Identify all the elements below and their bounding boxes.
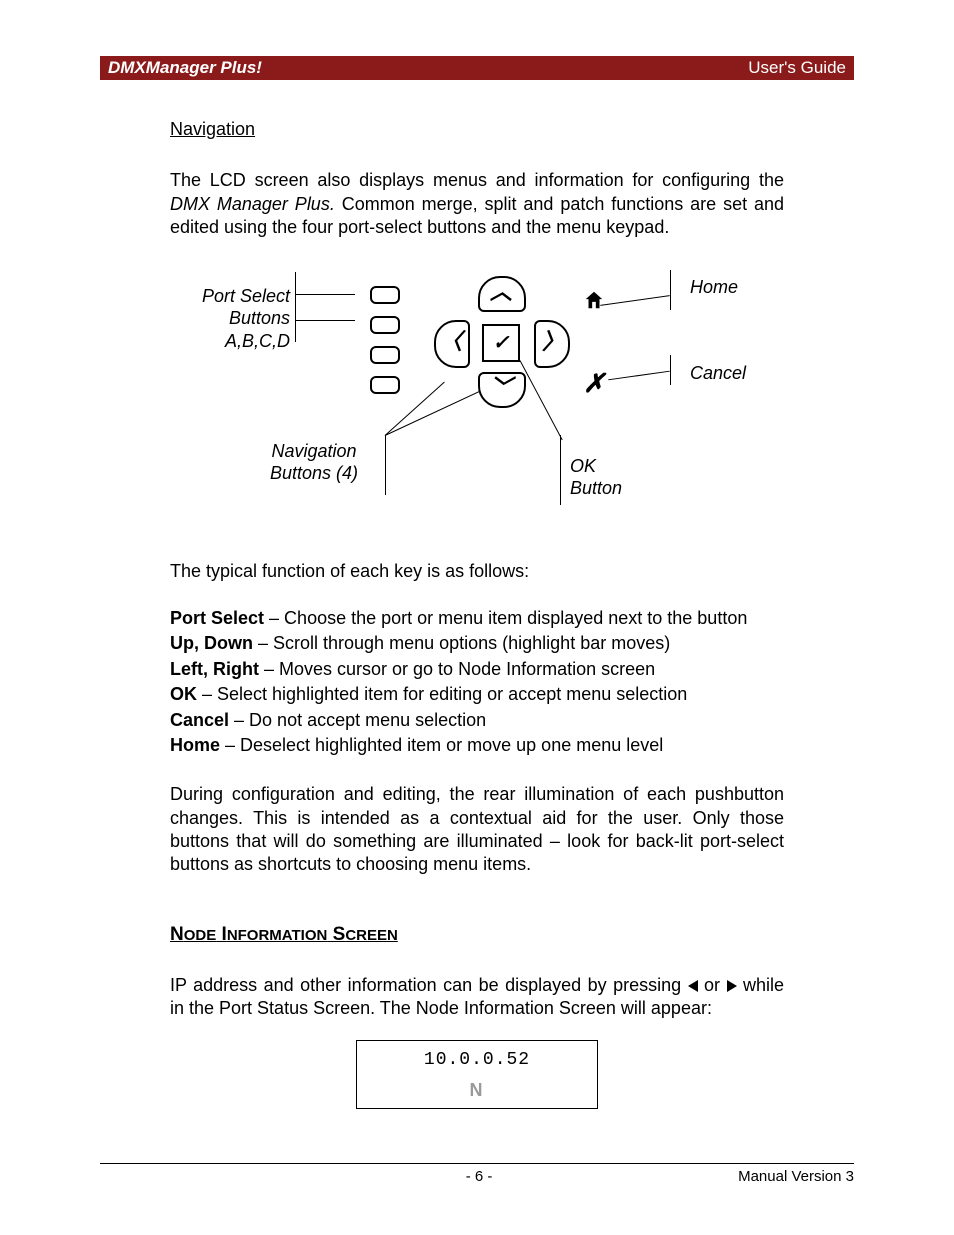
lcd-screen: 10.0.0.52 N — [356, 1040, 598, 1109]
chevron-up-icon: ︿ — [490, 278, 512, 307]
header-title-left: DMXManager Plus! — [108, 58, 262, 78]
key-desc: – Scroll through menu options (highlight… — [253, 633, 670, 653]
leader-line — [670, 270, 671, 310]
lcd-ip: 10.0.0.52 — [357, 1049, 597, 1072]
key-desc: – Choose the port or menu item displayed… — [264, 608, 747, 628]
chevron-down-icon: ﹀ — [490, 374, 512, 403]
key-desc: – Select highlighted item for editing or… — [197, 684, 687, 704]
node-info-heading: NODE INFORMATION SCREEN — [170, 923, 784, 948]
page: DMXManager Plus! User's Guide Navigation… — [0, 0, 954, 1235]
leader-line — [560, 435, 561, 505]
leader-line — [385, 435, 386, 495]
navigation-heading: Navigation — [170, 118, 784, 141]
ok-button-icon: ✓ — [482, 324, 520, 362]
header-bar: DMXManager Plus! User's Guide — [100, 56, 854, 80]
keys-intro: The typical function of each key is as f… — [170, 560, 784, 583]
home-icon — [580, 286, 608, 314]
key-list: Port Select – Choose the port or menu it… — [170, 607, 784, 757]
context-paragraph: During configuration and editing, the re… — [170, 783, 784, 877]
intro-pre: The LCD screen also displays menus and i… — [170, 170, 784, 190]
footer: - 6 - Manual Version 3 — [100, 1163, 854, 1185]
label-home: Home — [690, 276, 738, 299]
key-name: Home — [170, 735, 220, 755]
leader-line — [295, 320, 355, 321]
leader-line — [670, 355, 671, 385]
triangle-left-icon — [688, 980, 698, 992]
intro-paragraph: The LCD screen also displays menus and i… — [170, 169, 784, 239]
port-button-a — [370, 286, 400, 304]
key-row: Cancel – Do not accept menu selection — [170, 709, 784, 732]
key-name: Left, Right — [170, 659, 259, 679]
port-button-b — [370, 316, 400, 334]
key-name: OK — [170, 684, 197, 704]
key-name: Port Select — [170, 608, 264, 628]
chevron-left-icon: 〈 — [440, 328, 462, 357]
port-button-c — [370, 346, 400, 364]
keypad-diagram: Port Select Buttons A,B,C,D Home Cancel … — [170, 270, 784, 520]
key-desc: – Moves cursor or go to Node Information… — [259, 659, 655, 679]
key-row: Home – Deselect highlighted item or move… — [170, 734, 784, 757]
node-paragraph: IP address and other information can be … — [170, 974, 784, 1021]
key-name: Cancel — [170, 710, 229, 730]
key-desc: – Deselect highlighted item or move up o… — [220, 735, 663, 755]
label-cancel: Cancel — [690, 362, 746, 385]
port-button-d — [370, 376, 400, 394]
content: Navigation The LCD screen also displays … — [100, 118, 854, 1109]
keypad: ︿ ﹀ 〈 〉 ✓ ✗ — [430, 280, 630, 440]
header-title-right: User's Guide — [748, 58, 846, 78]
node-para-pre: IP address and other information can be … — [170, 975, 688, 995]
key-name: Up, Down — [170, 633, 253, 653]
manual-version: Manual Version 3 — [738, 1168, 854, 1185]
cancel-icon: ✗ — [580, 370, 608, 398]
chevron-right-icon: 〉 — [542, 328, 564, 357]
lcd-n: N — [357, 1079, 597, 1102]
label-ok: OK Button — [570, 455, 622, 500]
key-row: Port Select – Choose the port or menu it… — [170, 607, 784, 630]
label-port-select: Port Select Buttons A,B,C,D — [160, 285, 290, 353]
key-row: Up, Down – Scroll through menu options (… — [170, 632, 784, 655]
leader-line — [295, 294, 355, 295]
page-number: - 6 - — [220, 1168, 738, 1185]
label-nav-buttons: Navigation Buttons (4) — [270, 440, 358, 485]
key-row: OK – Select highlighted item for editing… — [170, 683, 784, 706]
leader-line — [295, 272, 296, 342]
intro-product: DMX Manager Plus. — [170, 194, 335, 214]
triangle-right-icon — [727, 980, 737, 992]
key-row: Left, Right – Moves cursor or go to Node… — [170, 658, 784, 681]
node-para-mid: or — [698, 975, 727, 995]
key-desc: – Do not accept menu selection — [229, 710, 486, 730]
